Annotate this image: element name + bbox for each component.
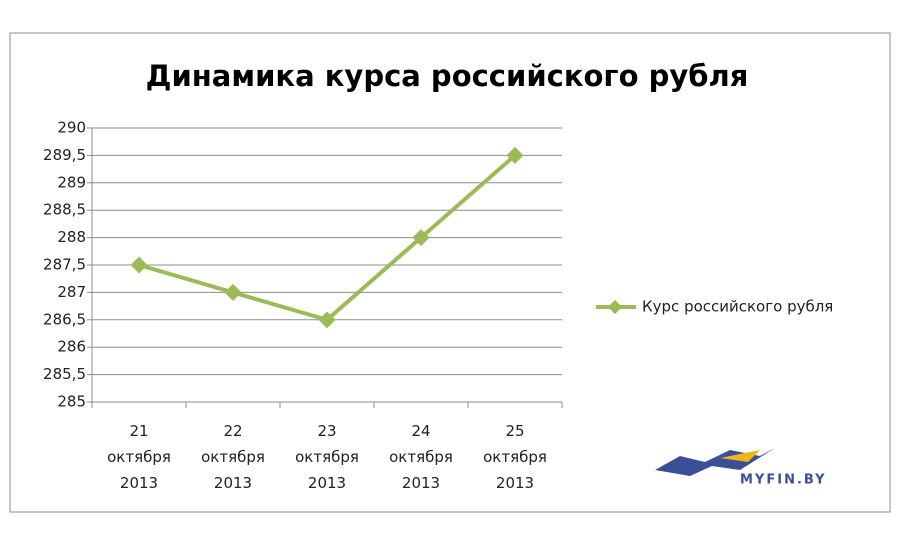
y-tick-label: 286,5 bbox=[43, 310, 86, 328]
x-tick-label: 23 октября 2013 bbox=[295, 422, 359, 492]
chart-frame bbox=[9, 32, 891, 513]
y-tick-label: 286 bbox=[57, 338, 86, 356]
legend-label: Курс российского рубля bbox=[642, 298, 833, 316]
logo-shape bbox=[720, 450, 760, 462]
x-tick-label: 25 октября 2013 bbox=[483, 422, 547, 492]
y-tick-label: 288,5 bbox=[43, 201, 86, 219]
y-tick-label: 289 bbox=[57, 173, 86, 191]
y-tick-label: 287,5 bbox=[43, 256, 86, 274]
y-tick-label: 289,5 bbox=[43, 146, 86, 164]
x-tick-label: 21 октября 2013 bbox=[107, 422, 171, 492]
logo: MYFIN.BY bbox=[655, 448, 827, 488]
y-tick-label: 285 bbox=[57, 393, 86, 411]
point bbox=[224, 283, 242, 301]
y-tick-label: 287 bbox=[57, 283, 86, 301]
point bbox=[130, 256, 148, 274]
y-tick-label: 288 bbox=[57, 228, 86, 246]
point bbox=[506, 146, 524, 164]
legend-marker bbox=[607, 299, 623, 315]
point bbox=[412, 229, 430, 247]
x-tick-label: 22 октября 2013 bbox=[201, 422, 265, 492]
y-tick-label: 285,5 bbox=[43, 365, 86, 383]
logo-text: MYFIN.BY bbox=[740, 473, 827, 488]
chart-title: Динамика курса российского рубля bbox=[146, 59, 749, 93]
point bbox=[318, 311, 336, 329]
y-tick-label: 290 bbox=[57, 119, 86, 137]
x-tick-label: 24 октября 2013 bbox=[389, 422, 453, 492]
